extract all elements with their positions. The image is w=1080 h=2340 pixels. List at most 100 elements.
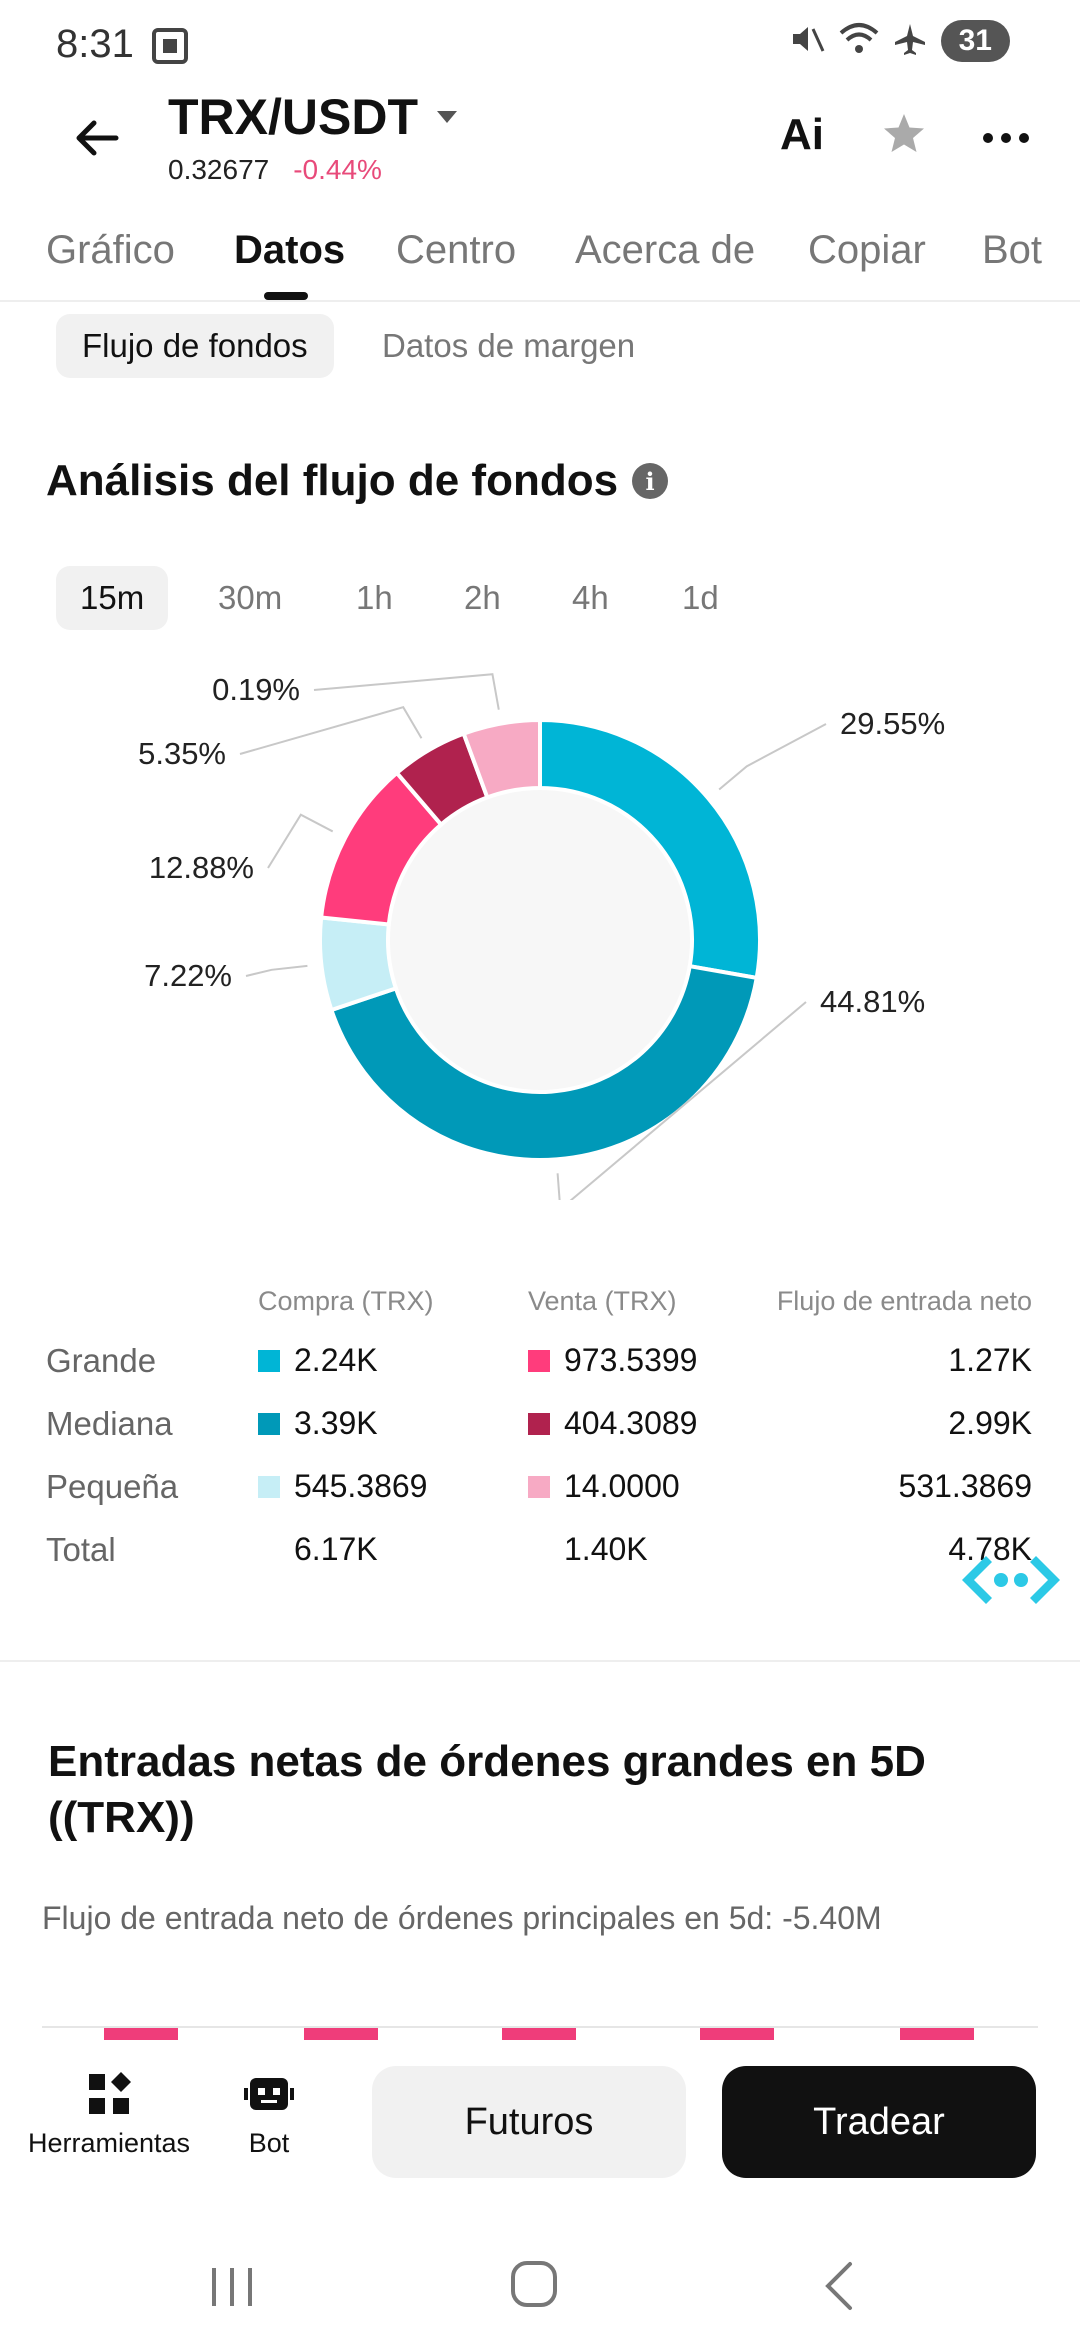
info-icon[interactable]: i (632, 463, 669, 499)
tab-copiar[interactable]: Copiar (808, 228, 926, 272)
donut-label: 12.88% (149, 850, 254, 885)
interval-15m[interactable]: 15m (56, 566, 169, 630)
favorite-button[interactable] (878, 108, 930, 160)
wifi-icon (839, 21, 879, 62)
value-buy-pequena: 545.3869 (294, 1468, 428, 1504)
donut-leader-line (556, 1001, 807, 1200)
swatch-buy-pequena (258, 1475, 280, 1498)
active-tab-indicator (264, 292, 308, 300)
system-nav-bar (0, 2240, 1080, 2340)
swatch-sell-mediana (528, 1412, 550, 1435)
futures-button[interactable]: Futuros (372, 2066, 686, 2178)
mute-icon (789, 21, 825, 62)
cell-buy-grande: 2.24K (258, 1342, 378, 1379)
section-divider (0, 1660, 1080, 1662)
tools-button[interactable]: Herramientas (28, 2070, 190, 2159)
fund-flow-donut-chart: 29.55% 44.81% 7.22% 12.88% 5.35% 0.19% (138, 672, 945, 1200)
tab-grafico[interactable]: Gráfico (46, 228, 175, 272)
subtab-flujo-de-fondos[interactable]: Flujo de fondos (56, 314, 334, 378)
last-price: 0.32677 (168, 154, 270, 185)
chart-bar (502, 2028, 576, 2040)
donut-hole (388, 788, 692, 1092)
subtab-datos-de-margen[interactable]: Datos de margen (382, 327, 636, 364)
value-net-grande: 1.27K (948, 1342, 1032, 1378)
caret-down-icon (437, 111, 457, 123)
section-title-text: Análisis del flujo de fondos (46, 456, 619, 505)
cell-sell-pequena: 14.0000 (528, 1468, 680, 1505)
arrow-left-icon (76, 120, 119, 156)
robot-icon (244, 2078, 294, 2110)
row-label-total: Total (46, 1531, 116, 1568)
tab-acerca-de[interactable]: Acerca de (575, 228, 756, 272)
section-title: Análisis del flujo de fondos i (46, 456, 669, 506)
donut-label: 29.55% (840, 706, 945, 741)
value-sell-total: 1.40K (564, 1531, 648, 1567)
donut-leader-line (313, 673, 500, 710)
ai-button[interactable]: Ai (780, 110, 824, 159)
pair-name: TRX/USDT (168, 89, 418, 145)
tools-icon (89, 2072, 132, 2114)
home-icon[interactable] (508, 2258, 560, 2310)
value-sell-mediana: 404.3089 (564, 1405, 698, 1441)
bot-button[interactable]: Bot (244, 2070, 294, 2159)
screenshot-icon (150, 26, 190, 71)
interval-2h[interactable]: 2h (464, 579, 501, 616)
tab-centro[interactable]: Centro (396, 228, 517, 272)
interval-1h[interactable]: 1h (356, 579, 393, 616)
col-header-sell: Venta (TRX) (528, 1286, 677, 1316)
cell-buy-mediana: 3.39K (258, 1405, 378, 1442)
status-icons: 31 (789, 20, 1010, 62)
main-tabs: Gráfico Datos Centro Acerca de Copiar Bo… (0, 218, 1080, 302)
price-info: 0.32677 -0.44% (168, 154, 382, 186)
row-label-pequena: Pequeña (46, 1468, 179, 1505)
value-buy-mediana: 3.39K (294, 1405, 378, 1441)
back-button[interactable] (68, 108, 128, 168)
chart-bar (900, 2028, 974, 2040)
tab-datos[interactable]: Datos (234, 228, 346, 272)
back-nav-icon[interactable] (818, 2258, 858, 2314)
battery-indicator: 31 (940, 20, 1010, 62)
donut-slice (461, 717, 542, 801)
swatch-sell-grande (528, 1349, 550, 1372)
interval-4h[interactable]: 4h (572, 579, 609, 616)
cell-buy-pequena: 545.3869 (258, 1468, 427, 1505)
recent-apps-icon[interactable] (208, 2262, 258, 2312)
tab-bot[interactable]: Bot (982, 228, 1043, 272)
chart-baseline (42, 2026, 1038, 2028)
chart-bar (104, 2028, 178, 2040)
col-header-buy: Compra (TRX) (258, 1286, 434, 1316)
donut-leader-line (267, 813, 334, 869)
value-buy-total: 6.17K (294, 1531, 378, 1567)
row-label-grande: Grande (46, 1342, 157, 1379)
bot-label: Bot (248, 2128, 290, 2158)
status-time: 8:31 (56, 22, 134, 66)
interval-1d[interactable]: 1d (682, 579, 719, 616)
cell-sell-mediana: 404.3089 (528, 1405, 697, 1442)
star-icon (884, 114, 924, 152)
value-sell-grande: 973.5399 (564, 1342, 698, 1378)
chart-bar (700, 2028, 774, 2040)
donut-label: 7.22% (144, 958, 232, 993)
swatch-sell-pequena (528, 1475, 550, 1498)
donut-leader-line (239, 706, 423, 755)
donut-slice (538, 717, 762, 981)
price-change: -0.44% (293, 154, 382, 185)
value-net-mediana: 2.99K (948, 1405, 1032, 1441)
floating-widget-icon[interactable] (956, 1550, 1066, 1610)
more-button[interactable] (980, 112, 1032, 164)
value-net-pequena: 531.3869 (898, 1468, 1032, 1504)
large-orders-title: Entradas netas de órdenes grandes en 5D … (48, 1737, 926, 1842)
interval-30m[interactable]: 30m (218, 579, 283, 616)
row-label-mediana: Mediana (46, 1405, 173, 1442)
large-orders-summary: Flujo de entrada neto de órdenes princip… (42, 1900, 882, 1936)
donut-label: 0.19% (212, 672, 300, 707)
trade-button[interactable]: Tradear (722, 2066, 1036, 2178)
donut-leader-line (245, 964, 308, 977)
col-header-net: Flujo de entrada neto (776, 1286, 1032, 1316)
tools-label: Herramientas (28, 2128, 191, 2158)
donut-label: 5.35% (138, 736, 226, 771)
pair-selector[interactable]: TRX/USDT (168, 88, 458, 146)
airplane-icon (893, 22, 927, 61)
value-sell-pequena: 14.0000 (564, 1468, 680, 1504)
donut-label: 44.81% (820, 984, 925, 1019)
